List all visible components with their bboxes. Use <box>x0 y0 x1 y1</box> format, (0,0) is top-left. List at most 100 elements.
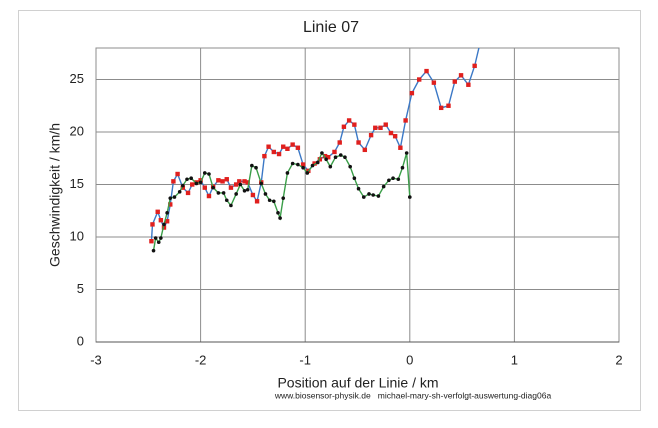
marker <box>220 179 225 184</box>
marker <box>216 178 221 183</box>
marker <box>361 195 366 199</box>
marker <box>305 171 310 175</box>
marker <box>378 125 383 130</box>
marker <box>371 193 375 197</box>
marker <box>424 68 429 74</box>
marker <box>388 130 394 136</box>
marker <box>181 183 185 188</box>
marker <box>259 181 264 186</box>
marker <box>150 222 155 227</box>
marker <box>458 73 464 78</box>
marker <box>159 236 163 240</box>
marker <box>228 185 234 190</box>
marker <box>338 153 343 157</box>
marker <box>180 185 186 190</box>
marker <box>165 211 169 215</box>
marker <box>324 157 328 162</box>
y-tick-label: 0 <box>77 333 84 348</box>
y-tick-label: 25 <box>70 71 84 86</box>
marker <box>211 185 215 190</box>
marker <box>198 178 203 183</box>
marker <box>315 160 320 165</box>
marker <box>242 189 247 193</box>
marker <box>233 182 239 187</box>
marker <box>238 182 243 187</box>
marker <box>158 218 164 223</box>
marker <box>171 179 176 184</box>
marker <box>168 196 173 200</box>
marker <box>343 155 347 159</box>
marker <box>237 179 242 184</box>
marker <box>396 177 401 182</box>
marker <box>250 163 254 168</box>
footer: www.biosensor-physik.de michael-mary-sh-… <box>274 390 552 400</box>
marker <box>164 219 170 224</box>
x-tick-label: -2 <box>195 352 207 367</box>
marker <box>296 162 300 167</box>
marker <box>202 185 207 190</box>
marker <box>229 203 233 208</box>
y-axis-label: Geschwindigkeit / km/h <box>47 123 63 267</box>
marker <box>328 164 333 169</box>
marker <box>276 151 282 157</box>
marker <box>301 165 305 170</box>
marker <box>409 90 415 96</box>
marker <box>224 198 229 203</box>
marker <box>373 125 378 130</box>
marker <box>431 80 437 85</box>
x-tick-label: -1 <box>299 352 311 367</box>
marker <box>452 79 457 84</box>
marker <box>185 190 191 196</box>
marker <box>348 164 352 169</box>
marker <box>383 122 388 127</box>
marker <box>262 153 267 159</box>
marker <box>290 142 295 147</box>
y-tick-label: 15 <box>70 176 84 191</box>
y-tick-label: 5 <box>77 281 84 296</box>
marker <box>224 177 229 182</box>
marker <box>387 178 391 183</box>
marker <box>400 165 405 170</box>
marker <box>281 144 286 149</box>
marker <box>276 211 280 215</box>
marker <box>310 163 315 168</box>
marker <box>356 140 361 145</box>
marker <box>161 225 167 230</box>
marker <box>333 155 338 159</box>
marker <box>381 184 386 189</box>
marker <box>198 180 203 185</box>
marker <box>234 192 238 196</box>
marker <box>242 179 247 184</box>
marker <box>189 176 193 180</box>
marker <box>272 199 276 204</box>
marker <box>254 199 260 204</box>
marker <box>185 177 189 182</box>
marker <box>172 195 177 199</box>
marker <box>320 151 324 155</box>
marker <box>312 161 317 166</box>
marker <box>155 209 160 214</box>
marker <box>356 186 361 191</box>
marker <box>263 192 268 196</box>
marker <box>267 198 272 203</box>
marker <box>153 236 158 240</box>
marker <box>194 181 199 186</box>
marker <box>206 193 212 199</box>
marker <box>322 153 328 159</box>
marker <box>337 140 342 145</box>
chart-title: Linie 07 <box>303 19 359 36</box>
marker <box>392 134 398 139</box>
marker <box>216 191 221 195</box>
marker <box>352 122 357 127</box>
marker <box>278 216 282 220</box>
marker <box>156 240 161 245</box>
marker <box>362 147 368 153</box>
marker <box>190 182 195 187</box>
marker <box>254 165 258 170</box>
marker <box>391 176 395 180</box>
marker <box>149 239 154 244</box>
marker <box>376 194 381 198</box>
marker <box>202 171 207 175</box>
x-tick-label: -3 <box>90 352 102 367</box>
